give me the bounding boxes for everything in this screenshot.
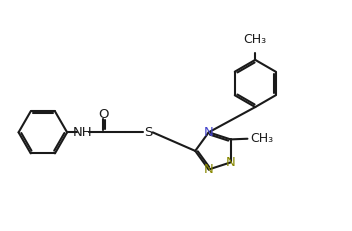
Text: O: O bbox=[98, 108, 108, 121]
Text: CH₃: CH₃ bbox=[250, 132, 273, 145]
Text: N: N bbox=[226, 156, 235, 169]
Text: S: S bbox=[144, 126, 152, 139]
Text: N: N bbox=[204, 126, 214, 139]
Text: CH₃: CH₃ bbox=[244, 33, 267, 46]
Text: NH: NH bbox=[73, 126, 92, 139]
Text: N: N bbox=[204, 163, 214, 176]
